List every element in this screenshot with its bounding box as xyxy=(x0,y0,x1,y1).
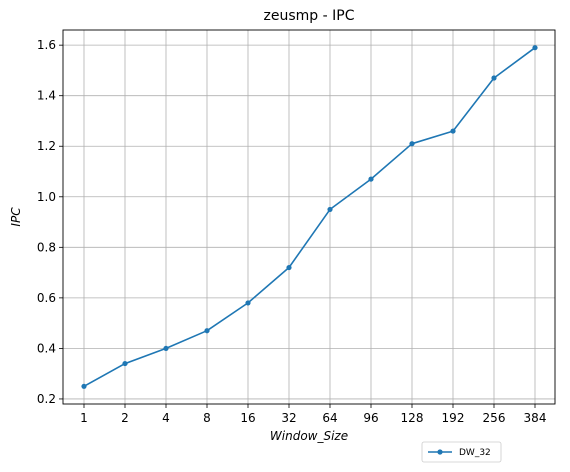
data-point xyxy=(163,345,169,352)
series-layer xyxy=(81,45,538,389)
legend: DW_32 xyxy=(421,441,502,463)
grid xyxy=(63,30,555,404)
x-tick-label: 2 xyxy=(121,411,129,425)
y-tick-label: 1.6 xyxy=(37,38,56,52)
data-point xyxy=(368,176,374,182)
x-tick-label: 96 xyxy=(363,411,378,425)
data-point xyxy=(81,383,87,389)
x-axis-label: Window_Size xyxy=(270,429,348,443)
data-point xyxy=(450,128,456,134)
x-tick-label: 1 xyxy=(80,411,88,425)
y-tick-label: 1.4 xyxy=(37,89,56,103)
y-tick-label: 1.0 xyxy=(37,190,56,204)
y-tick-label: 0.2 xyxy=(37,392,56,406)
plot-frame xyxy=(62,29,556,405)
data-point xyxy=(532,45,538,51)
y-tick-label: 1.2 xyxy=(37,139,56,153)
data-point xyxy=(327,206,333,213)
data-point xyxy=(122,360,128,367)
legend-box xyxy=(421,441,502,463)
x-tick-label: 16 xyxy=(240,411,255,425)
data-point xyxy=(204,328,210,334)
series-line-dw_32 xyxy=(83,47,536,387)
data-point xyxy=(245,300,251,306)
y-tick-label: 0.6 xyxy=(37,291,56,305)
x-tick-label: 64 xyxy=(322,411,337,425)
x-tick-label: 8 xyxy=(203,411,211,425)
chart-title: zeusmp - IPC xyxy=(264,8,355,24)
x-tick-label: 192 xyxy=(442,411,465,425)
data-point xyxy=(286,264,292,271)
y-tick-label: 0.8 xyxy=(37,240,56,254)
x-tick-label: 32 xyxy=(281,411,296,425)
x-tick-label: 256 xyxy=(483,411,506,425)
x-ticks: 1 2 4 8 16 32 64 96 128 192 256 384 xyxy=(80,404,546,425)
legend-label: DW_32 xyxy=(459,448,491,458)
y-ticks: 0.2 0.4 0.6 0.8 1.0 1.2 1.4 1.6 xyxy=(37,38,63,406)
x-tick-label: 128 xyxy=(401,411,424,425)
data-point xyxy=(409,141,415,147)
x-tick-label: 4 xyxy=(162,411,170,425)
legend-marker xyxy=(437,449,443,455)
y-tick-label: 0.4 xyxy=(37,341,56,355)
x-tick-label: 384 xyxy=(524,411,547,425)
y-axis-label: IPC xyxy=(9,207,23,227)
data-point xyxy=(491,75,497,81)
